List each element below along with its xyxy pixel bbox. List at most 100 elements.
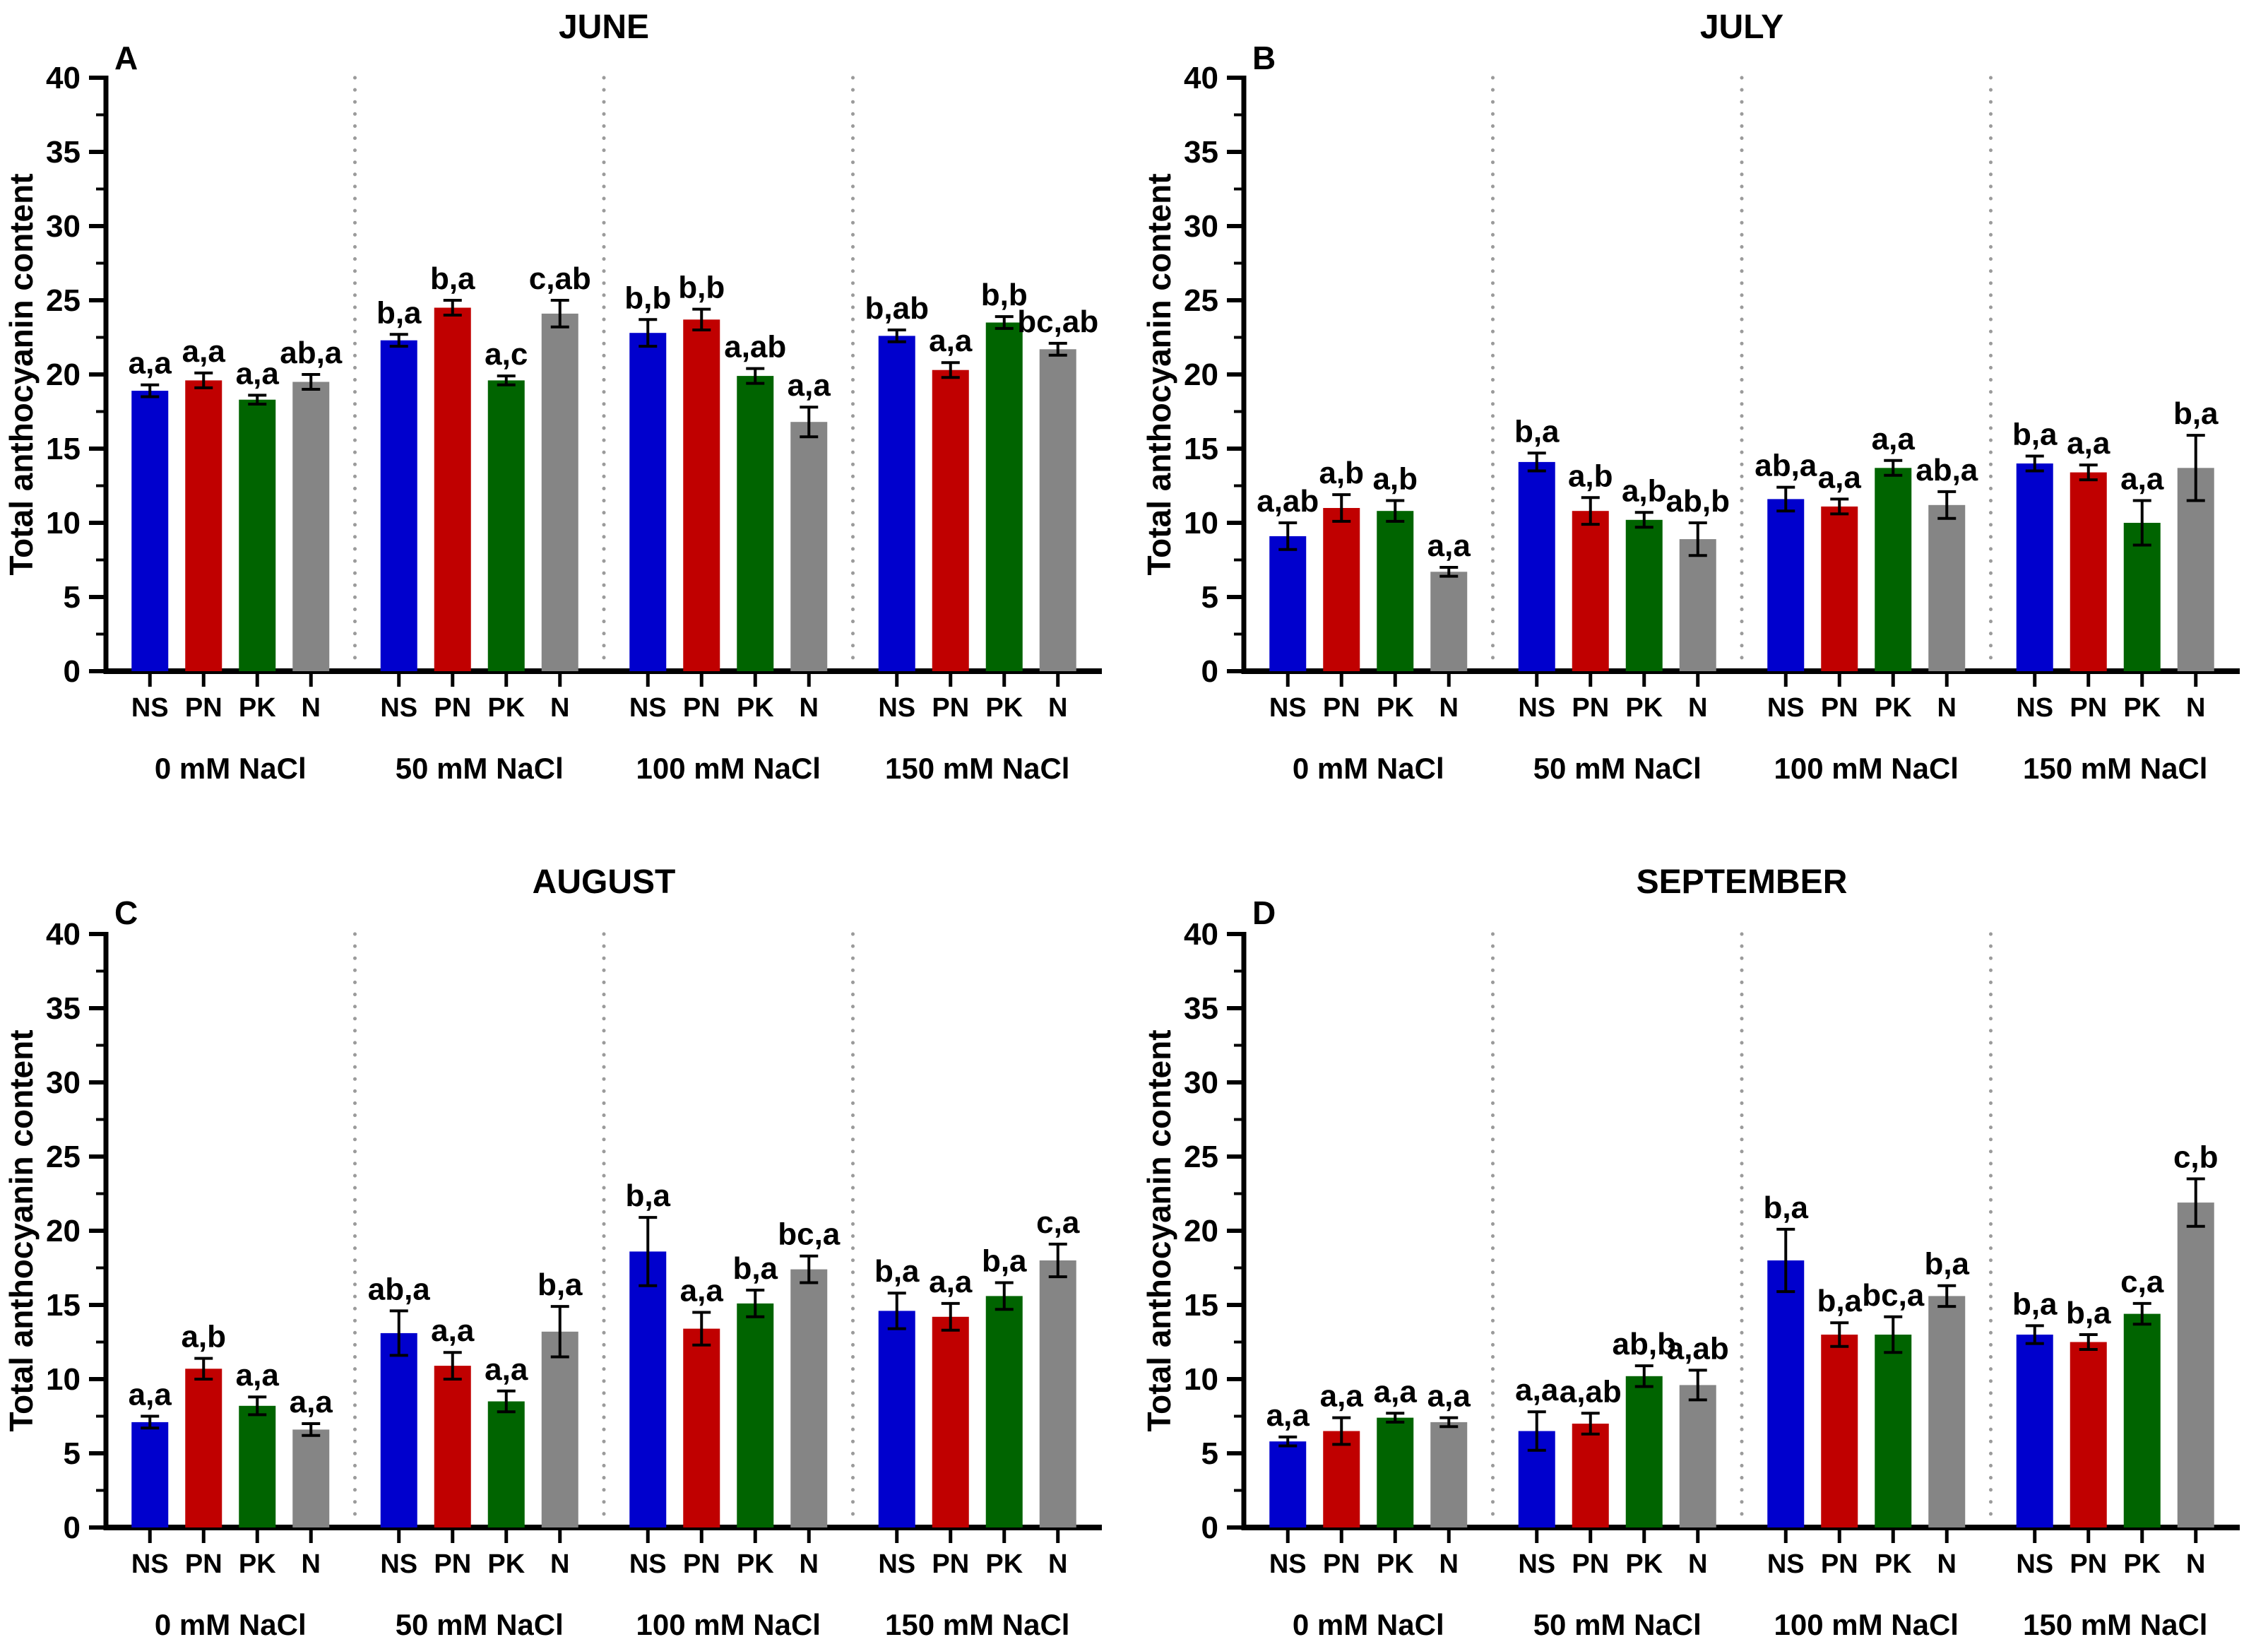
y-tick-label: 20 [46,1214,81,1248]
y-axis-label: Total anthocyanin content [3,173,40,575]
bar-ns-0-mm-nacl [131,391,169,671]
significance-letters: a,ab [1667,1331,1729,1366]
significance-letters: b,a [2066,1296,2111,1330]
significance-letters: b,a [1817,1284,1862,1318]
bar-ns-0-mm-nacl [131,1422,169,1527]
significance-letters: a,a [236,356,280,391]
significance-letters: ab,a [280,336,343,370]
group-label: 150 mM NaCl [885,1608,1069,1637]
group-label: 50 mM NaCl [396,752,564,785]
significance-letters: b,b [678,271,725,305]
x-tick-label: N [1048,1549,1067,1579]
significance-letters: b,a [2012,1287,2058,1321]
bar-ns-0-mm-nacl [1269,1441,1307,1527]
y-tick-label: 5 [1201,1436,1218,1471]
significance-letters: a,a [1320,1379,1364,1414]
panel-letter: D [1252,894,1276,931]
bar-n-100-mm-nacl [1928,1296,1966,1527]
y-tick-label: 30 [1184,209,1218,244]
x-tick-label: PN [932,693,969,723]
x-tick-label: PN [683,1549,720,1579]
y-tick-label: 0 [64,1511,81,1545]
bar-pk-100-mm-nacl [737,376,774,671]
y-tick-label: 20 [46,357,81,392]
x-tick-label: PK [2123,693,2161,723]
panel-title: SEPTEMBER [1637,863,1848,901]
bar-pk-0-mm-nacl [239,399,276,671]
group-label: 0 mM NaCl [1293,752,1444,785]
bar-n-150-mm-nacl [2177,1202,2214,1527]
x-tick-label: PK [239,693,276,723]
x-tick-label: NS [629,693,667,723]
x-tick-label: NS [131,693,169,723]
x-tick-label: PN [2070,693,2107,723]
significance-letters: bc,ab [1017,305,1098,339]
bar-ns-150-mm-nacl [878,1311,915,1527]
y-tick-label: 35 [46,135,81,170]
group-label: 150 mM NaCl [885,752,1069,785]
bar-n-0-mm-nacl [1430,1422,1468,1527]
significance-letters: a,b [1372,462,1418,497]
x-tick-label: N [2186,1549,2205,1579]
x-tick-label: PN [683,693,720,723]
significance-letters: a,a [1872,422,1916,456]
x-tick-label: PK [985,693,1023,723]
bar-n-150-mm-nacl [1039,1260,1076,1527]
significance-letters: a,a [2120,462,2164,497]
y-axis-label: Total anthocyanin content [1141,1029,1177,1431]
x-tick-label: N [1688,1549,1707,1579]
bar-pk-50-mm-nacl [1625,1376,1663,1527]
y-tick-label: 20 [1184,1214,1218,1248]
group-label: 0 mM NaCl [155,1608,307,1637]
bar-ns-100-mm-nacl [1767,499,1805,671]
bar-ns-150-mm-nacl [2016,1335,2053,1527]
bar-pk-150-mm-nacl [985,1296,1023,1527]
bar-pn-100-mm-nacl [683,319,720,671]
x-tick-label: NS [1767,1549,1805,1579]
x-tick-label: PK [737,693,774,723]
panel-letter: A [114,40,138,76]
significance-letters: b,a [430,261,475,296]
significance-letters: a,a [129,346,172,381]
significance-letters: a,a [1427,1379,1471,1414]
x-tick-label: NS [380,693,417,723]
y-tick-label: 25 [46,283,81,318]
significance-letters: a,ab [1560,1374,1622,1409]
significance-letters: a,a [929,1265,973,1299]
group-label: 50 mM NaCl [1533,1608,1702,1637]
significance-letters: ab,b [1613,1327,1676,1361]
y-tick-label: 10 [1184,1362,1218,1397]
x-tick-label: N [800,1549,819,1579]
panel-title: JULY [1700,8,1783,46]
x-tick-label: NS [1269,1549,1307,1579]
y-tick-label: 15 [46,432,81,466]
significance-letters: b,a [2173,396,2219,431]
significance-letters: a,a [129,1378,172,1412]
significance-letters: b,a [1924,1247,1969,1282]
significance-letters: b,ab [865,291,929,326]
x-tick-label: PK [737,1549,774,1579]
bar-n-100-mm-nacl [1928,504,1966,671]
panel-b: JULY B Total anthocyanin content 0 5 10 15 20 25… [1141,8,2240,785]
y-tick-label: 15 [1184,1288,1218,1323]
bar-ns-0-mm-nacl [1269,536,1307,671]
y-tick-label: 20 [1184,357,1218,392]
x-tick-label: PK [239,1549,276,1579]
x-tick-label: N [1048,693,1067,723]
group-label: 0 mM NaCl [155,752,307,785]
bar-pn-0-mm-nacl [185,380,222,671]
x-tick-label: PN [434,693,471,723]
y-tick-label: 0 [64,654,81,689]
significance-letters: a,c [485,337,528,372]
bar-n-100-mm-nacl [790,422,828,671]
x-tick-label: PN [434,1549,471,1579]
panel-a: JUNE A Total anthocyanin content 0 5 10 15 20 25… [3,8,1102,785]
y-tick-label: 40 [46,917,81,952]
significance-letters: a,b [1319,456,1364,490]
x-tick-label: NS [629,1549,667,1579]
y-tick-label: 25 [1184,1140,1218,1174]
x-tick-label: NS [2016,1549,2053,1579]
x-tick-label: N [1439,693,1459,723]
y-tick-label: 5 [64,580,81,615]
